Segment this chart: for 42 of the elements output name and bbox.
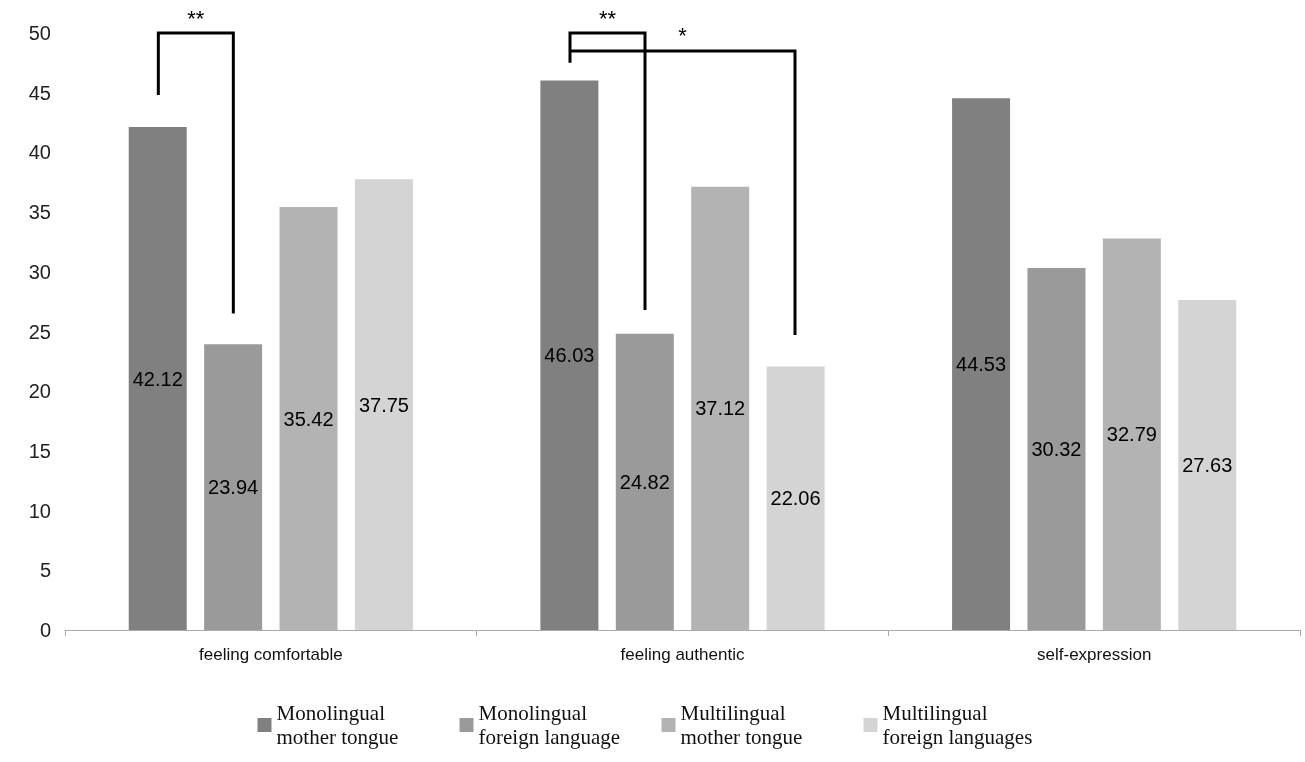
text: **	[598, 5, 617, 31]
y-tick-label: 35	[28, 201, 51, 224]
y-tick-label: 50	[28, 22, 51, 44]
y-tick-label: 5	[39, 559, 51, 582]
bar	[1027, 267, 1086, 630]
bar	[766, 366, 825, 630]
bar	[1178, 300, 1237, 630]
y-tick-label: 30	[28, 260, 51, 283]
y-tick-label: 0	[39, 619, 51, 641]
bar	[615, 333, 674, 630]
bar	[204, 344, 263, 630]
text: **	[187, 5, 205, 31]
data-label: 44.53	[956, 353, 1007, 376]
y-tick-label: 45	[28, 81, 51, 104]
data-label: 35.42	[283, 407, 334, 430]
data-label: 24.82	[619, 470, 670, 493]
legend-label: Monolingual mother tongue	[276, 701, 399, 749]
data-label: 30.32	[1031, 437, 1082, 460]
y-tick-label: 40	[28, 141, 51, 164]
data-label: 32.79	[1106, 423, 1157, 446]
x-tick-label: feeling authentic	[620, 645, 745, 664]
data-label: 42.12	[132, 367, 183, 390]
x-tick-label: feeling comfortable	[199, 645, 343, 664]
legend-label: Multilingual mother tongue	[680, 701, 803, 749]
y-tick-label: 10	[28, 499, 51, 522]
x-tick-label: self-expression	[1037, 645, 1152, 664]
bar	[540, 80, 599, 630]
y-tick-label: 20	[28, 380, 51, 403]
annotation: *	[678, 23, 688, 49]
data-label: 27.63	[1182, 454, 1233, 477]
y-tick-label: 15	[28, 439, 51, 462]
bar	[952, 98, 1011, 630]
data-label: 37.75	[358, 393, 409, 416]
legend-label: Multilingual foreign languages	[882, 701, 1033, 749]
y-tick-label: 25	[28, 320, 51, 343]
bar	[128, 127, 187, 630]
data-label: 46.03	[544, 344, 595, 367]
data-label: 22.06	[770, 487, 821, 510]
bar	[354, 179, 413, 630]
data-label: 23.94	[208, 476, 259, 499]
legend-label: Monolingual foreign language	[478, 701, 621, 749]
data-label: 37.12	[695, 397, 746, 420]
